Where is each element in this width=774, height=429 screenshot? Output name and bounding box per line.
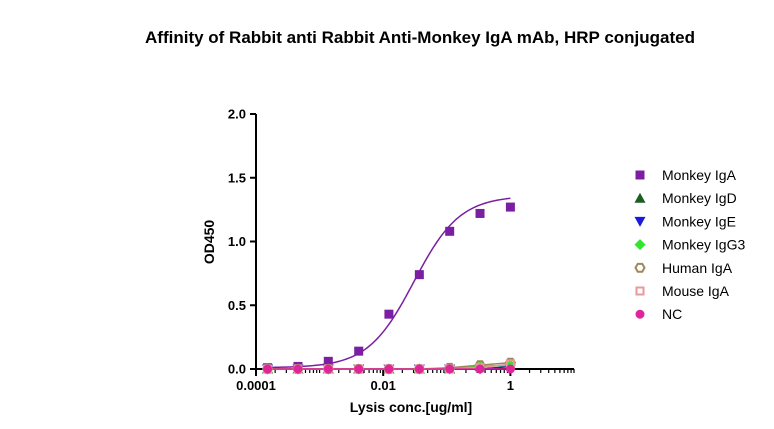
fit-curves (267, 197, 511, 370)
x-tick-label: 1 (507, 378, 514, 393)
data-point (505, 364, 515, 374)
y-tick-label: 1.0 (228, 234, 246, 249)
data-point (323, 356, 333, 366)
data-point (263, 364, 273, 374)
legend-marker (634, 239, 646, 251)
x-tick-label: 0.01 (371, 378, 396, 393)
legend-marker (634, 262, 646, 273)
y-tick-label: 2.0 (228, 107, 246, 122)
legend-marker (634, 216, 646, 227)
x-axis-title: Lysis conc.[ug/ml] (350, 399, 472, 415)
data-point (293, 364, 303, 374)
legend-marker (635, 286, 645, 296)
data-point (354, 364, 364, 374)
data-point (475, 208, 485, 218)
fit-curve (267, 197, 511, 369)
legend-marker (635, 170, 645, 180)
legend-label: Human IgA (662, 260, 733, 276)
data-point (323, 364, 333, 374)
data-point (475, 364, 485, 374)
data-points (261, 202, 517, 375)
axes: 0.0 0.5 1.0 1.5 2.0 0.0001 0.01 1 (228, 107, 575, 393)
legend-label: Monkey IgG3 (662, 237, 745, 253)
data-point (505, 202, 515, 212)
legend-label: Mouse IgA (662, 283, 730, 299)
data-point (384, 309, 394, 319)
legend: Monkey IgA Monkey IgD Monkey IgE Monkey IgG… (634, 167, 745, 322)
y-tick-label: 0.5 (228, 298, 246, 313)
legend-marker (635, 309, 645, 319)
legend-label: Monkey IgE (662, 213, 736, 229)
y-tick-label: 1.5 (228, 170, 246, 185)
data-point (445, 226, 455, 236)
legend-label: NC (662, 306, 682, 322)
data-point (414, 364, 424, 374)
chart-title: Affinity of Rabbit anti Rabbit Anti-Monk… (145, 28, 695, 47)
legend-marker (634, 192, 646, 203)
x-tick-label: 0.0001 (236, 378, 276, 393)
y-axis-title: OD450 (201, 220, 217, 265)
data-point (354, 346, 364, 356)
data-point (384, 364, 394, 374)
data-point (445, 364, 455, 374)
legend-label: Monkey IgA (662, 167, 737, 183)
data-point (414, 270, 424, 280)
legend-label: Monkey IgD (662, 190, 737, 206)
y-tick-label: 0.0 (228, 362, 246, 377)
